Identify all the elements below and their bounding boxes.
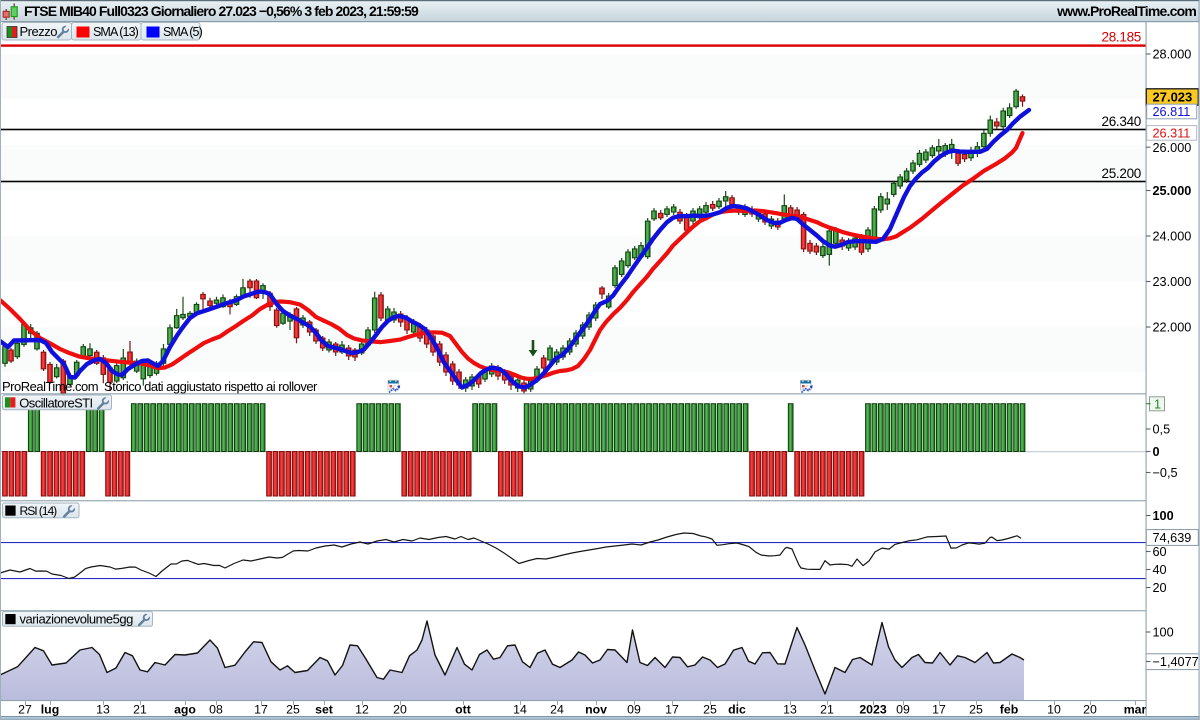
svg-text:mar: mar [1124,703,1147,717]
svg-text:27.023: 27.023 [1153,90,1193,105]
svg-text:09: 09 [896,703,910,717]
svg-text:100: 100 [1153,509,1174,523]
svg-text:10: 10 [1047,703,1061,717]
svg-text:SMA (5): SMA (5) [163,25,203,39]
svg-text:25: 25 [969,703,983,717]
svg-text:nov: nov [585,703,607,717]
svg-text:SMA (13): SMA (13) [93,25,139,39]
svg-text:set: set [315,703,333,717]
svg-text:24.000: 24.000 [1153,230,1192,244]
svg-text:www.ProRealTime.com: www.ProRealTime.com [1056,3,1196,19]
svg-text:21: 21 [133,703,147,717]
svg-text:23.000: 23.000 [1153,275,1192,289]
svg-text:17: 17 [932,703,946,717]
svg-text:40: 40 [1153,563,1167,577]
svg-text:feb: feb [1000,703,1018,717]
svg-text:variazionevolume5gg: variazionevolume5gg [20,612,134,627]
svg-text:21: 21 [820,703,834,717]
svg-text:OscillatoreSTI: OscillatoreSTI [19,395,92,410]
svg-text:09: 09 [627,703,641,717]
svg-text:28.000: 28.000 [1153,48,1192,62]
svg-text:27: 27 [18,703,32,717]
svg-text:25: 25 [703,703,717,717]
svg-text:08: 08 [209,703,223,717]
svg-text:24: 24 [550,703,564,717]
svg-text:17: 17 [665,703,679,717]
svg-text:25: 25 [286,703,300,717]
svg-text:ProRealTime.com Storico dati a: ProRealTime.com Storico dati aggiustato … [2,379,318,394]
svg-text:−0,5: −0,5 [1153,466,1178,480]
svg-text:0,5: 0,5 [1153,423,1171,437]
svg-text:25.200: 25.200 [1102,166,1142,181]
svg-text:20: 20 [393,703,407,717]
svg-text:100: 100 [1153,626,1174,640]
svg-text:25.000: 25.000 [1153,184,1192,198]
svg-text:28.185: 28.185 [1102,30,1142,45]
svg-text:20: 20 [1083,703,1097,717]
svg-text:1: 1 [1154,397,1161,411]
svg-text:22.000: 22.000 [1153,321,1192,335]
svg-text:74,639: 74,639 [1153,531,1192,545]
svg-text:2023: 2023 [859,703,887,717]
svg-text:20: 20 [1153,581,1167,595]
svg-text:60: 60 [1153,545,1167,559]
svg-text:12: 12 [355,703,369,717]
svg-text:dic: dic [728,703,746,717]
svg-text:FTSE MIB40 Full0323 Giornalier: FTSE MIB40 Full0323 Giornaliero 27.023 −… [24,3,419,19]
svg-text:26.811: 26.811 [1153,105,1191,119]
svg-text:26.000: 26.000 [1153,141,1192,155]
svg-text:13: 13 [783,703,797,717]
svg-text:0: 0 [1153,445,1160,459]
svg-text:lug: lug [41,703,59,717]
svg-text:Prezzo: Prezzo [20,24,58,39]
svg-text:17: 17 [254,703,268,717]
svg-text:−1,4077: −1,4077 [1153,655,1199,669]
svg-text:26.340: 26.340 [1102,114,1142,129]
svg-text:13: 13 [96,703,110,717]
svg-text:RSI (14): RSI (14) [20,504,58,518]
svg-text:ott: ott [455,703,471,717]
svg-text:14: 14 [513,703,527,717]
svg-text:ago: ago [174,703,196,717]
svg-text:26.311: 26.311 [1153,127,1191,141]
